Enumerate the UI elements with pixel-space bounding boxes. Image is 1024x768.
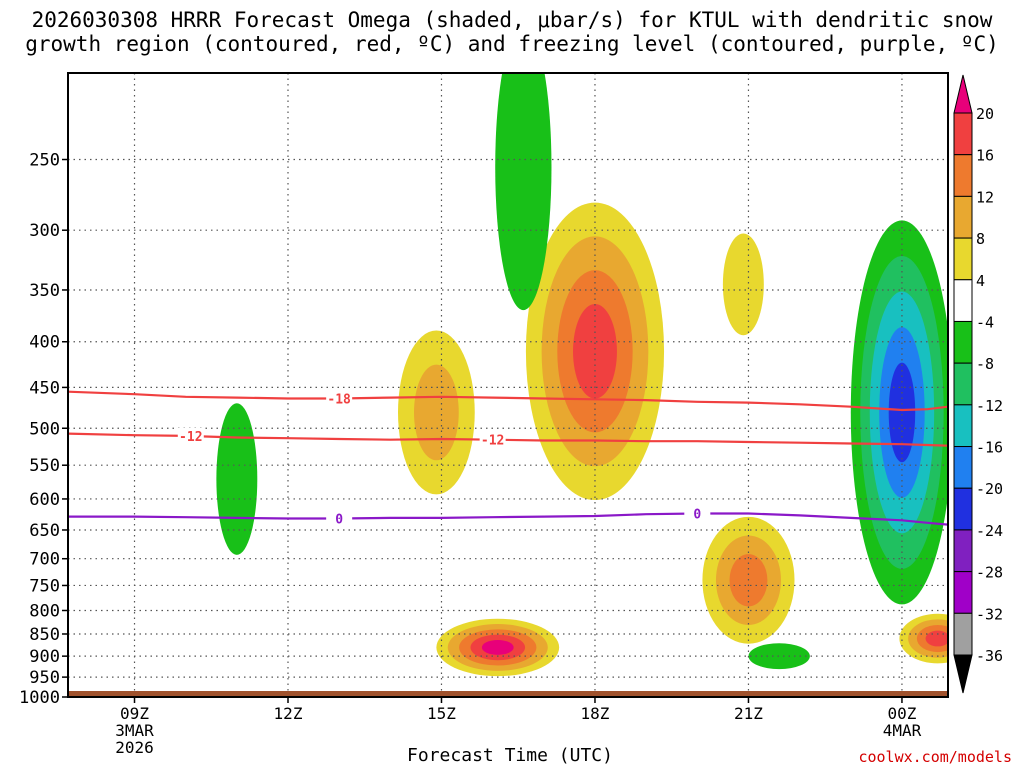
x-axis-title: Forecast Time (UTC) [407, 745, 613, 766]
x-tick-label-00Z: 00Z [888, 704, 917, 723]
x-tick-date-00Z: 4MAR [883, 721, 922, 740]
rising-upper-18z-level-16 [573, 303, 617, 399]
colorbar-bottom-arrow [953, 654, 973, 694]
y-tick-label-550: 550 [29, 456, 60, 476]
sinking-00z-level-neg20 [888, 362, 916, 463]
sinking-upper-15z-level-neg4 [495, 73, 552, 311]
x-tick-label-21Z: 21Z [734, 704, 763, 723]
x-tick-year-09Z: 2026 [115, 738, 154, 757]
colorbar-label-20: 20 [976, 105, 994, 123]
rising-mid-15z-level-8 [413, 364, 459, 461]
y-tick-label-250: 250 [29, 151, 60, 171]
contour-label-3: 0 [335, 512, 343, 527]
colorbar: 20 16 12 8 4 -4 -8 -12 -16 -20 -24 -28 -32 -36 [953, 74, 1003, 694]
contour-label-bg-2 [479, 431, 506, 447]
colorbar-bin-neg16 [953, 446, 973, 489]
colorbar-bin-neg8 [953, 362, 973, 406]
credit-link[interactable]: coolwx.com/models [858, 748, 1012, 766]
y-tick-label-500: 500 [29, 419, 60, 439]
contour-label-0: -18 [327, 392, 351, 407]
colorbar-label-12: 12 [976, 188, 994, 206]
sinking-low-21z-level-neg4 [748, 643, 810, 670]
colorbar-bin-neg28 [953, 571, 973, 614]
colorbar-bin-neg20 [953, 487, 973, 531]
dgz-12-contour [68, 432, 948, 447]
x-tick-label-15Z: 15Z [427, 704, 456, 723]
y-tick-label-650: 650 [29, 521, 60, 541]
colorbar-label-neg24: -24 [976, 522, 1003, 540]
contour-label-bg-0 [326, 390, 353, 406]
y-tick-label-950: 950 [29, 668, 60, 688]
colorbar-bin-16 [953, 112, 973, 156]
colorbar-label-neg12: -12 [976, 397, 1003, 415]
contour-label-1: -12 [179, 430, 202, 445]
colorbar-bin-4 [953, 237, 973, 281]
colorbar-label-neg32: -32 [976, 605, 1003, 623]
y-tick-label-900: 900 [29, 647, 60, 667]
colorbar-label-neg36: -36 [976, 647, 1003, 665]
x-tick-date-09Z: 3MAR [115, 721, 154, 740]
chart-title-line-2: growth region (contoured, red, ºC) and f… [25, 32, 999, 56]
colorbar-label-4: 4 [976, 272, 985, 290]
chart-title-line-1: 2026030308 HRRR Forecast Omega (shaded, … [31, 8, 993, 32]
x-tick-label-18Z: 18Z [581, 704, 610, 723]
x-tick-label-12Z: 12Z [274, 704, 303, 723]
rising-upper-21z-level-4 [722, 233, 764, 336]
colorbar-label-neg16: -16 [976, 439, 1003, 457]
colorbar-label-neg20: -20 [976, 480, 1003, 498]
y-tick-label-800: 800 [29, 601, 60, 621]
colorbar-bin-neg4 [953, 320, 973, 364]
rising-low-16z-level-20 [481, 639, 514, 655]
dgz-18-contour [68, 390, 948, 412]
contour-label-bg-4 [684, 505, 711, 521]
colorbar-bin-neg12 [953, 404, 973, 448]
colorbar-bin-12 [953, 154, 973, 197]
ground-strip [68, 691, 948, 697]
y-tick-label-600: 600 [29, 490, 60, 510]
y-tick-label-300: 300 [29, 221, 60, 241]
colorbar-label-8: 8 [976, 230, 985, 248]
y-tick-label-750: 750 [29, 576, 60, 596]
freezing-level-contour [68, 512, 948, 526]
colorbar-bin-neutral [953, 279, 973, 322]
y-tick-label-400: 400 [29, 333, 60, 353]
contour-label-bg-1 [177, 427, 204, 443]
y-tick-label-700: 700 [29, 550, 60, 570]
x-tick-label-09Z: 09Z [120, 704, 149, 723]
colorbar-label-neg4: -4 [976, 313, 994, 331]
contour-label-2: -12 [481, 434, 504, 449]
colorbar-bin-neg24 [953, 529, 973, 573]
colorbar-bin-8 [953, 195, 973, 239]
colorbar-label-16: 16 [976, 147, 994, 165]
y-tick-label-350: 350 [29, 281, 60, 301]
colorbar-label-neg8: -8 [976, 355, 994, 373]
plot-layer: -18 -12 -12 0 0 [68, 73, 948, 697]
y-tick-label-1000: 1000 [19, 688, 60, 708]
rising-low-00z-level-16 [925, 630, 948, 647]
y-tick-label-850: 850 [29, 625, 60, 645]
sinking-mid-11z-level-neg4 [216, 403, 258, 555]
y-tick-label-450: 450 [29, 378, 60, 398]
plot-frame [67, 72, 949, 698]
colorbar-label-neg28: -28 [976, 564, 1003, 582]
contour-label-4: 0 [693, 508, 701, 523]
colorbar-bin-neg32 [953, 612, 973, 656]
colorbar-top-arrow [953, 74, 973, 114]
contour-label-bg-3 [326, 510, 353, 526]
